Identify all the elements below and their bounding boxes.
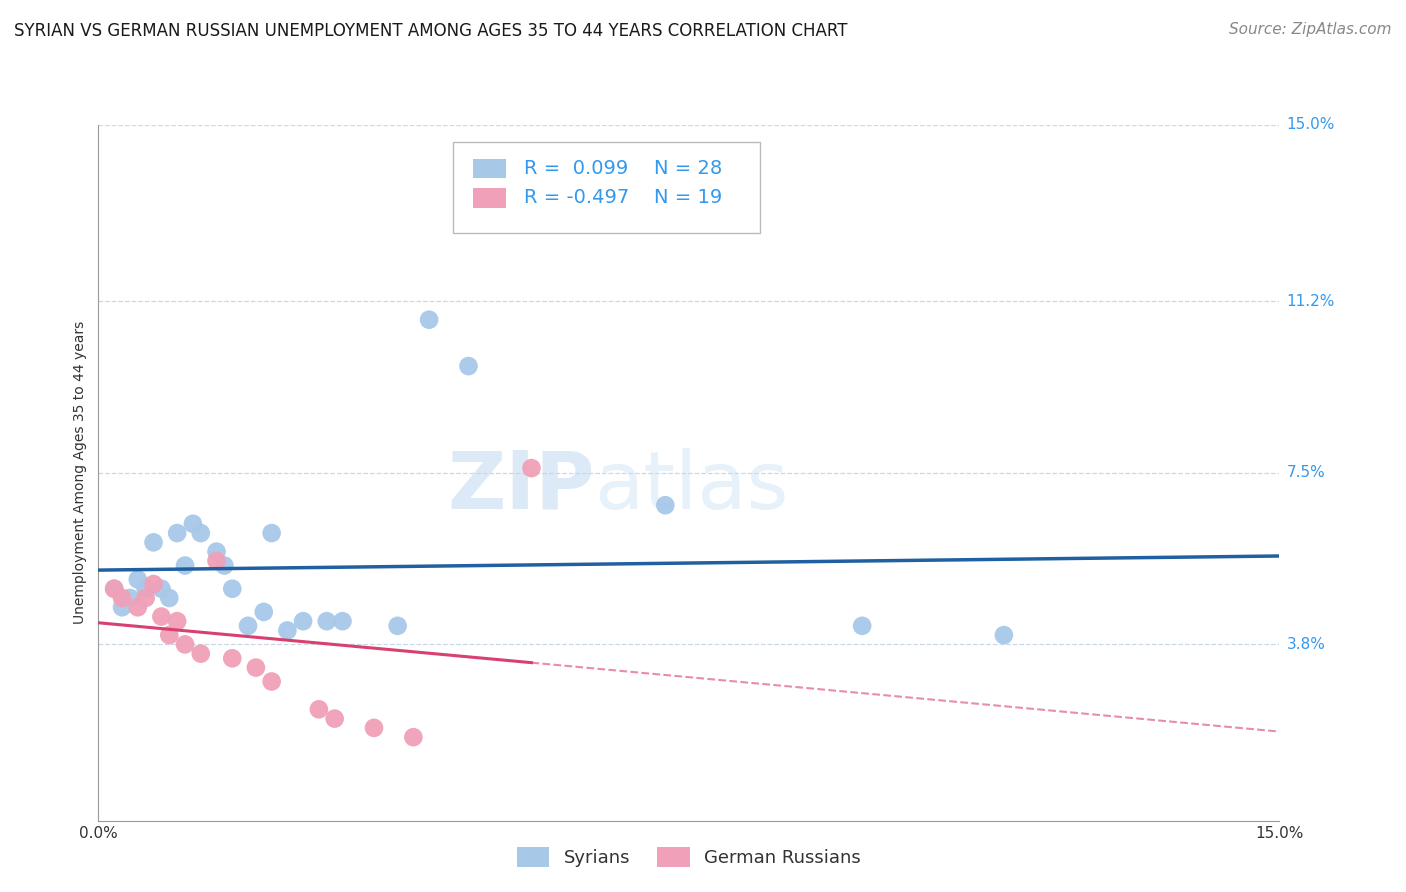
- Point: [103, 582, 125, 596]
- Text: ZIP: ZIP: [447, 448, 595, 525]
- Point: [174, 558, 197, 573]
- Point: [174, 637, 197, 651]
- Point: [418, 312, 440, 326]
- Legend: Syrians, German Russians: Syrians, German Russians: [509, 840, 869, 874]
- Text: 3.8%: 3.8%: [1286, 637, 1326, 652]
- Point: [260, 674, 283, 689]
- Text: R = -0.497: R = -0.497: [523, 188, 628, 208]
- Point: [111, 591, 134, 605]
- Point: [150, 582, 173, 596]
- Text: N = 28: N = 28: [654, 159, 721, 178]
- Text: Source: ZipAtlas.com: Source: ZipAtlas.com: [1229, 22, 1392, 37]
- Point: [520, 461, 543, 475]
- Point: [181, 516, 204, 531]
- Point: [851, 619, 873, 633]
- Point: [142, 577, 165, 591]
- Point: [166, 614, 188, 628]
- Point: [292, 614, 315, 628]
- Point: [190, 526, 212, 541]
- Point: [332, 614, 354, 628]
- Point: [245, 660, 267, 674]
- Text: 7.5%: 7.5%: [1286, 466, 1326, 480]
- Point: [135, 582, 157, 596]
- Text: SYRIAN VS GERMAN RUSSIAN UNEMPLOYMENT AMONG AGES 35 TO 44 YEARS CORRELATION CHAR: SYRIAN VS GERMAN RUSSIAN UNEMPLOYMENT AM…: [14, 22, 848, 40]
- Point: [135, 591, 157, 605]
- Point: [166, 526, 188, 541]
- Point: [260, 526, 283, 541]
- Point: [253, 605, 276, 619]
- Point: [221, 582, 243, 596]
- Point: [402, 730, 425, 744]
- Point: [205, 554, 228, 568]
- Point: [654, 498, 676, 512]
- Point: [221, 651, 243, 665]
- Point: [157, 591, 180, 605]
- Y-axis label: Unemployment Among Ages 35 to 44 years: Unemployment Among Ages 35 to 44 years: [73, 321, 87, 624]
- Point: [157, 628, 180, 642]
- Point: [323, 712, 346, 726]
- Point: [150, 609, 173, 624]
- Point: [127, 600, 149, 615]
- Point: [387, 619, 409, 633]
- Point: [276, 624, 298, 638]
- FancyBboxPatch shape: [472, 188, 506, 208]
- Point: [993, 628, 1015, 642]
- Point: [236, 619, 259, 633]
- Point: [190, 647, 212, 661]
- FancyBboxPatch shape: [453, 142, 759, 233]
- Point: [142, 535, 165, 549]
- Point: [111, 600, 134, 615]
- Point: [214, 558, 236, 573]
- Point: [118, 591, 141, 605]
- Point: [457, 359, 479, 373]
- Text: 11.2%: 11.2%: [1286, 293, 1334, 309]
- Text: 15.0%: 15.0%: [1286, 118, 1334, 132]
- Point: [127, 573, 149, 587]
- Point: [103, 582, 125, 596]
- Text: N = 19: N = 19: [654, 188, 721, 208]
- FancyBboxPatch shape: [472, 159, 506, 178]
- Point: [363, 721, 385, 735]
- Point: [315, 614, 337, 628]
- Point: [308, 702, 330, 716]
- Text: R =  0.099: R = 0.099: [523, 159, 628, 178]
- Text: atlas: atlas: [595, 448, 789, 525]
- Point: [205, 544, 228, 558]
